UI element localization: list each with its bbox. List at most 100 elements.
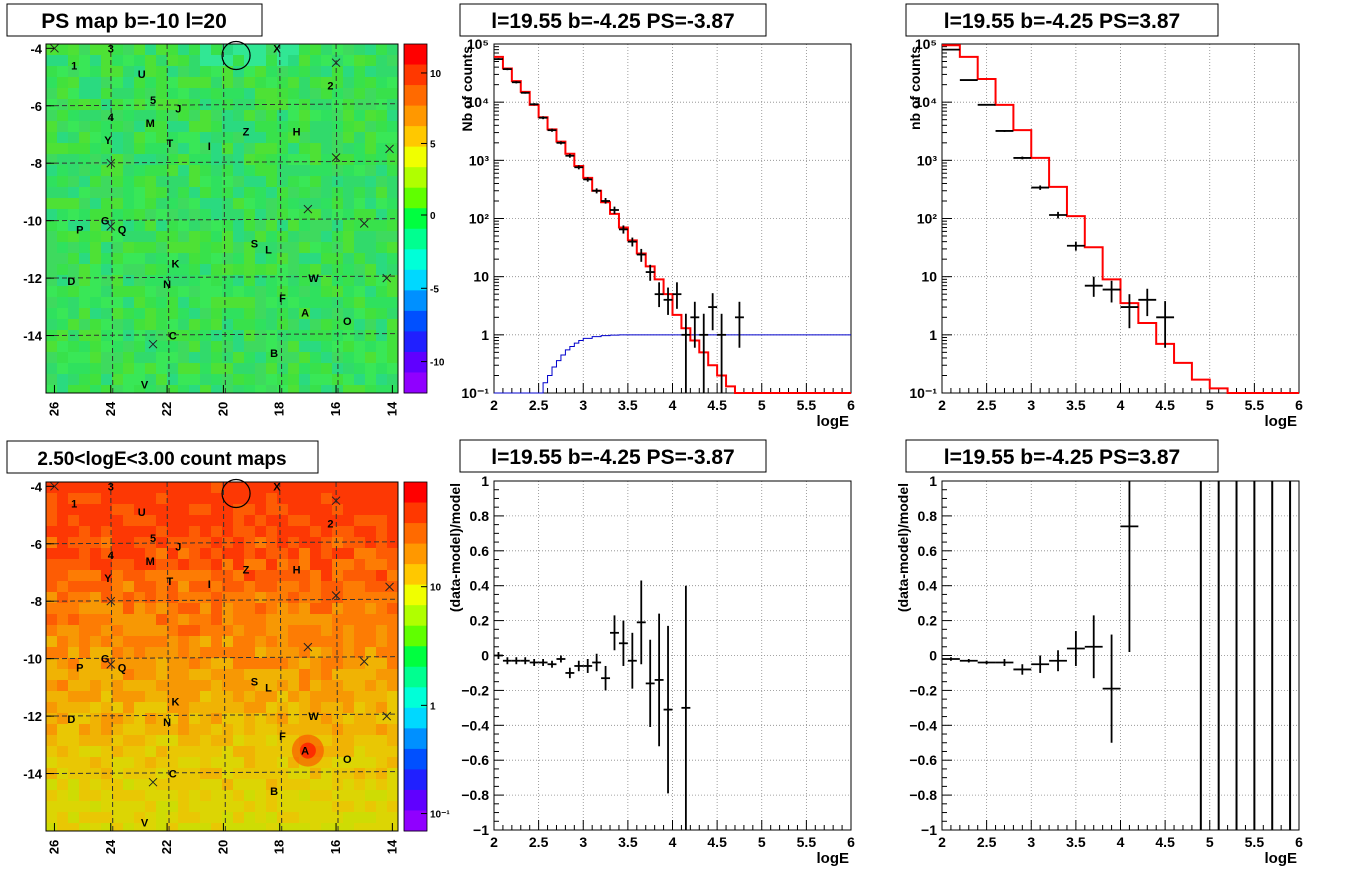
- source-label: U: [138, 507, 146, 519]
- colorbar-band: [404, 331, 427, 353]
- x-tick-label: 4: [1117, 834, 1125, 850]
- source-label: U: [138, 69, 146, 81]
- source-cross-marker: [359, 219, 369, 228]
- y-tick-label: −0.8: [909, 787, 937, 803]
- source-label: 1: [71, 499, 77, 511]
- y-tick-label: 10²: [917, 211, 938, 227]
- colorbar-band: [404, 64, 427, 86]
- source-label: Q: [118, 662, 127, 674]
- y-tick-label: -12: [23, 709, 42, 724]
- x-tick-label: 16: [328, 402, 343, 416]
- x-tick-label: 3: [1027, 397, 1035, 413]
- residual-panel-negative: l=19.55 b=-4.25 PS=-3.87 2 2.5 3 3.5 4 4.5 5 5.5…: [447, 439, 855, 867]
- colorbar-band: [404, 249, 427, 271]
- y-tick-label: 1: [481, 473, 489, 489]
- x-tick-label: 4.5: [707, 834, 727, 850]
- colorbar-tick-label: 10: [430, 69, 442, 80]
- source-cross-marker: [148, 777, 158, 787]
- model-curve-red: [942, 44, 1299, 394]
- source-label: P: [76, 224, 83, 236]
- plot-title-box: [459, 3, 767, 37]
- y-tick-label: 0: [929, 648, 937, 664]
- source-label: T: [167, 138, 174, 150]
- x-tick-label: 3: [579, 834, 587, 850]
- source-label: M: [146, 556, 155, 568]
- grid-line-longitude: [335, 43, 339, 394]
- count-map-title: 2.50<logE<3.00 count maps: [37, 449, 286, 470]
- plot-title: l=19.55 b=-4.25 PS=-3.87: [491, 446, 734, 469]
- source-label: D: [67, 714, 75, 726]
- x-tick-label: 2.5: [529, 834, 549, 850]
- source-label: Z: [243, 565, 250, 577]
- colorbar-tick-label: 0: [430, 211, 436, 222]
- x-tick-label: 6: [847, 397, 855, 413]
- colorbar-tick-label: -10: [430, 358, 445, 369]
- y-tick-label: -8: [30, 594, 42, 609]
- x-tick-label: 2.5: [977, 397, 997, 413]
- colorbar-band: [404, 584, 427, 606]
- grid-line-longitude: [279, 481, 283, 832]
- source-cross-marker: [331, 591, 341, 600]
- colorbar-band: [404, 769, 427, 791]
- source-cross-marker: [106, 222, 116, 231]
- colorbar-band: [404, 646, 427, 668]
- source-label: V: [141, 817, 149, 829]
- source-cross-marker: [331, 153, 341, 162]
- source-cross-marker: [385, 582, 394, 592]
- plot-title: l=19.55 b=-4.25 PS=3.87: [944, 10, 1180, 33]
- model-curve-red: [494, 55, 851, 394]
- colorbar-band: [404, 351, 427, 373]
- source-cross-marker: [303, 204, 313, 214]
- x-tick-label: 26: [46, 840, 61, 854]
- y-tick-label: 10⁴: [467, 94, 490, 110]
- colorbar-band: [404, 44, 427, 66]
- colorbar-tick-label: 10⁻¹: [430, 810, 450, 821]
- source-label: N: [163, 717, 171, 729]
- x-tick-label: 4.5: [707, 397, 727, 413]
- y-tick-label: 0.2: [470, 613, 490, 629]
- y-axis-label: (data-model)/model: [447, 483, 463, 612]
- colorbar-band: [404, 564, 427, 586]
- colorbar-band: [404, 687, 427, 709]
- y-tick-label: -14: [23, 767, 43, 782]
- x-axis-label: logE: [817, 413, 850, 430]
- residual-panel-positive: l=19.55 b=-4.25 PS=3.87 2 2.5 3 3.5 4 4.5 5 5.5 6…: [895, 439, 1303, 867]
- source-label: 4: [108, 550, 115, 562]
- x-tick-label: 14: [384, 401, 399, 416]
- y-tick-label: 10³: [917, 152, 938, 168]
- source-label: Y: [104, 573, 112, 585]
- y-tick-label: −0.2: [909, 682, 937, 698]
- hotspot-core: [299, 742, 316, 759]
- colorbar-band: [404, 502, 427, 524]
- source-label: D: [67, 276, 75, 288]
- grid-line-latitude: [45, 218, 399, 222]
- y-tick-label: 10⁴: [915, 94, 938, 110]
- source-label: B: [270, 786, 278, 798]
- y-tick-label: 0.8: [918, 508, 938, 524]
- y-tick-label: 1: [929, 473, 937, 489]
- source-cross-marker: [303, 642, 313, 652]
- x-tick-label: 26: [46, 402, 61, 416]
- x-tick-label: 5.5: [1245, 397, 1265, 413]
- colorbar-tick-label: 1: [430, 701, 436, 712]
- source-label: V: [141, 379, 149, 391]
- source-label: 2: [327, 519, 333, 531]
- source-cross-marker: [50, 43, 59, 53]
- ps-map-panel: PS map b=-10 l=20 1 3 U 2 5 J 4 M Z H Y T I G P Q S L K D N W…: [6, 3, 445, 416]
- x-axis-label: logE: [817, 850, 850, 867]
- grid-line-latitude: [45, 713, 399, 717]
- source-label: X: [273, 43, 281, 55]
- plot-title: l=19.55 b=-4.25 PS=-3.87: [491, 10, 734, 33]
- source-label: G: [101, 216, 110, 228]
- colorbar-frame: [403, 43, 428, 394]
- source-label: 4: [108, 112, 115, 124]
- x-tick-label: 18: [272, 402, 287, 416]
- y-tick-label: 1: [929, 327, 937, 343]
- colorbar-band: [404, 228, 427, 250]
- x-tick-label: 2: [490, 397, 498, 413]
- source-label: 3: [108, 43, 114, 55]
- source-label: X: [273, 481, 281, 493]
- source-label: N: [163, 279, 171, 291]
- x-tick-label: 4: [1117, 397, 1125, 413]
- y-tick-label: -6: [30, 99, 42, 114]
